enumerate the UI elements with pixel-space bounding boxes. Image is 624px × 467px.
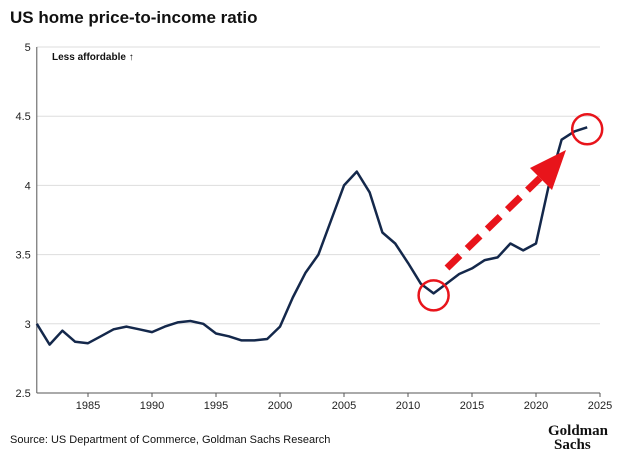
highlight-circle — [417, 279, 450, 312]
trend-arrow-shaft — [444, 175, 543, 271]
y-tick-label: 2.5 — [16, 388, 31, 400]
y-tick-label: 4.5 — [16, 111, 31, 123]
x-tick-label: 1995 — [204, 400, 228, 412]
source-note: Source: US Department of Commerce, Goldm… — [10, 434, 331, 446]
highlight-circle — [570, 113, 604, 146]
x-tick-label: 1990 — [140, 400, 164, 412]
x-tick-label: 2015 — [460, 400, 484, 412]
x-tick-label: 2025 — [588, 400, 612, 412]
price-to-income-line — [35, 126, 588, 346]
goldman-sachs-logo: Goldman Sachs — [548, 423, 609, 453]
chart-title: US home price-to-income ratio — [10, 8, 258, 27]
x-tick-label: 1985 — [76, 400, 100, 412]
x-tick-label: 2000 — [268, 400, 292, 412]
y-tick-label: 3 — [25, 319, 31, 331]
y-tick-label: 5 — [25, 42, 31, 54]
x-tick-label: 2010 — [396, 400, 420, 412]
x-tick-label: 2005 — [332, 400, 356, 412]
x-tick-label: 2020 — [524, 400, 548, 412]
annotation-less-affordable: Less affordable ↑ — [52, 52, 134, 63]
trend-arrow-head — [530, 150, 566, 190]
y-tick-label: 3.5 — [16, 250, 31, 262]
y-tick-label: 4 — [25, 180, 31, 192]
